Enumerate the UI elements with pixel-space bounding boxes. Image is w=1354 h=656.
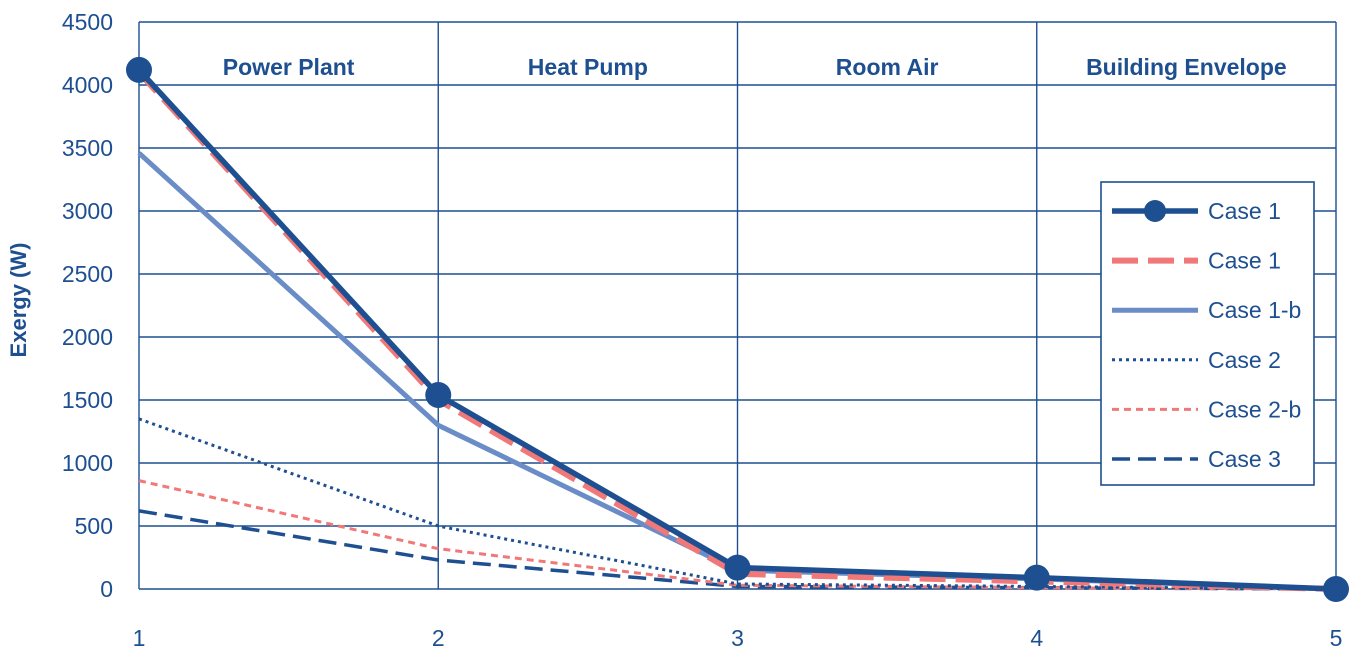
series-line [138, 479, 1337, 591]
y-tick-label: 2000 [62, 324, 113, 350]
y-axis-ticks: 0 500 1000 1500 2000 2500 3000 3500 4000 4500 [62, 9, 113, 602]
x-tick-label: 5 [1330, 625, 1343, 651]
y-tick-label: 3500 [62, 135, 113, 161]
region-labels: Power Plant Heat Pump Room Air Building Env… [223, 54, 1287, 80]
y-tick-label: 500 [75, 513, 113, 539]
data-point [1323, 576, 1349, 602]
y-tick-label: 1500 [62, 387, 113, 413]
x-tick-label: 3 [731, 625, 744, 651]
region-label: Building Envelope [1086, 54, 1287, 80]
x-tick-label: 2 [432, 625, 445, 651]
data-point [425, 381, 452, 408]
y-tick-label: 2500 [62, 261, 113, 287]
x-axis-ticks: 1 2 3 4 5 [133, 625, 1343, 651]
x-tick-label: 1 [133, 625, 146, 651]
y-tick-label: 0 [100, 576, 113, 602]
legend-label: Case 1-b [1208, 297, 1301, 323]
data-point [126, 56, 152, 83]
y-axis-label: Exergy (W) [6, 243, 31, 358]
legend-label: Case 3 [1208, 446, 1281, 472]
data-point [724, 554, 751, 581]
legend-marker [1144, 200, 1166, 222]
y-tick-label: 4500 [62, 9, 113, 35]
y-tick-label: 3000 [62, 198, 113, 224]
series-lines [126, 56, 1349, 602]
grid-lines [138, 21, 1337, 590]
legend-box [1100, 181, 1315, 486]
y-tick-label: 1000 [62, 450, 113, 476]
legend-label: Case 1 [1208, 198, 1281, 224]
legend-label: Case 1 [1208, 248, 1281, 274]
region-label: Heat Pump [528, 54, 648, 80]
series-line [138, 417, 1337, 591]
data-point [1023, 564, 1050, 591]
region-label: Power Plant [223, 54, 355, 80]
legend-label: Case 2 [1208, 347, 1281, 373]
y-tick-label: 4000 [62, 72, 113, 98]
legend-label: Case 2-b [1208, 396, 1301, 422]
region-label: Room Air [836, 54, 939, 80]
series-line [138, 509, 1337, 591]
x-tick-label: 4 [1030, 625, 1043, 651]
legend: Case 1 Case 1 Case 1-b Case 2 Case 2-b Case 3 [1100, 181, 1315, 486]
